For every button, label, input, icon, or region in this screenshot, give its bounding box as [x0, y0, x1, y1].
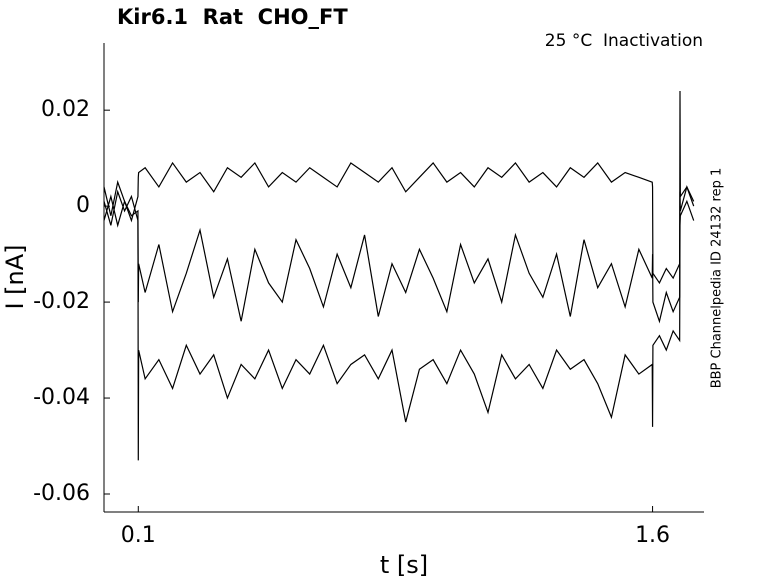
trace	[103, 184, 695, 324]
side-note: BBP Channelpedia ID 24132 rep 1	[710, 168, 725, 389]
y-tick-label: -0.02	[33, 289, 90, 314]
y-axis-label: I [nA]	[1, 244, 29, 309]
y-tick-label: 0	[76, 193, 90, 218]
x-tick-label: 1.6	[635, 523, 670, 548]
trace	[103, 90, 695, 285]
chart-title: Kir6.1 Rat CHO_FT	[117, 5, 348, 29]
x-tick-label: 0.1	[121, 523, 156, 548]
x-axis-label: t [s]	[380, 551, 428, 579]
chart-subtitle: 25 °C Inactivation	[545, 31, 703, 51]
y-tick-label: 0.02	[41, 97, 90, 122]
y-tick-label: -0.06	[33, 481, 90, 506]
y-tick-label: -0.04	[33, 385, 90, 410]
trace	[103, 194, 695, 461]
